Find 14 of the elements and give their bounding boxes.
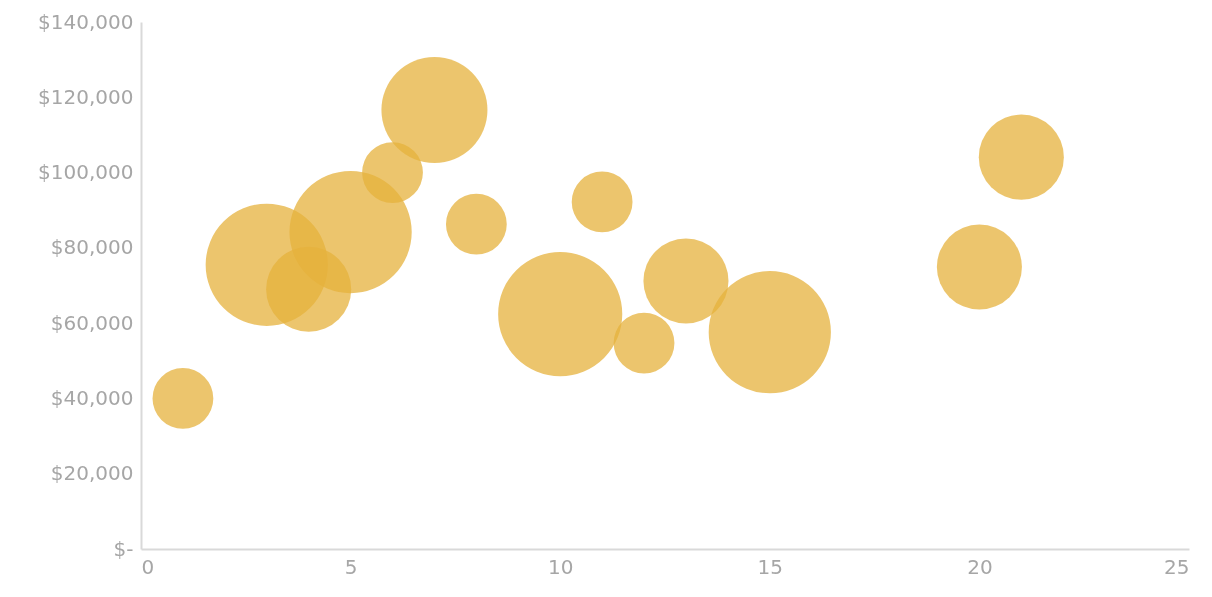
y-tick-label: $100,000 (38, 160, 134, 185)
y-tick-label: $80,000 (50, 235, 134, 260)
x-tick-label: 25 (1164, 554, 1190, 579)
y-tick-label: $40,000 (50, 385, 134, 410)
y-tick-label: $140,000 (38, 9, 134, 34)
x-tick-label: 0 (141, 554, 155, 579)
y-tick-label: $- (113, 536, 134, 561)
y-tick-label: $120,000 (38, 84, 134, 109)
x-tick-label: 15 (757, 554, 784, 579)
y-tick-label: $20,000 (50, 461, 134, 486)
x-tick-label: 20 (967, 554, 993, 579)
y-tick-label: $60,000 (50, 310, 134, 335)
x-tick-label: 10 (547, 554, 574, 579)
x-tick-label: 5 (344, 554, 358, 579)
